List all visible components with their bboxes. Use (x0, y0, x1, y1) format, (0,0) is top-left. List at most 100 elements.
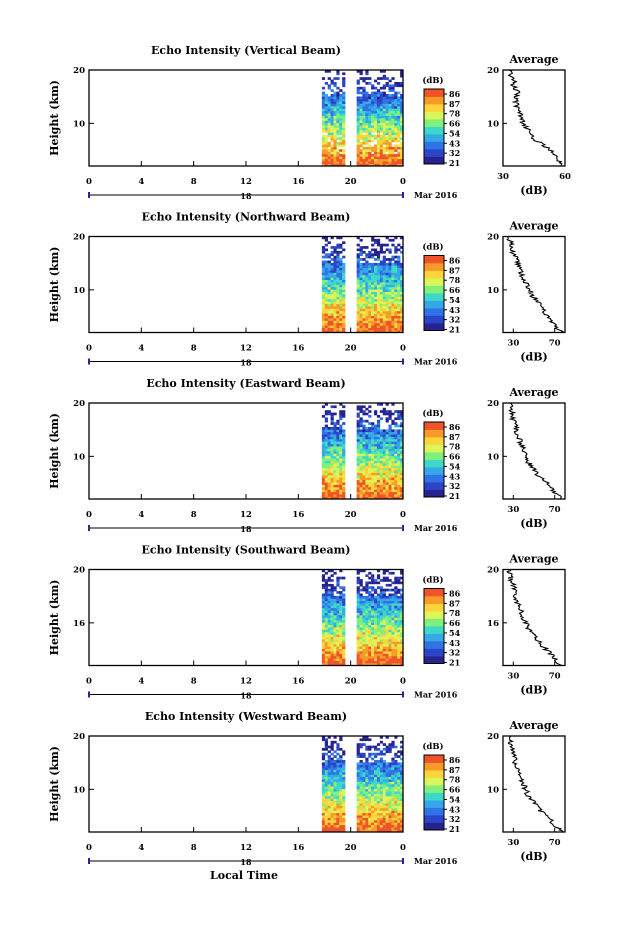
heatmap-cell (342, 98, 346, 102)
heatmap-cell (374, 429, 378, 433)
heatmap-cell (376, 243, 381, 247)
heatmap-cell (359, 569, 363, 573)
heatmap-cell (391, 130, 395, 133)
heatmap-cell (371, 772, 375, 775)
heatmap-cell (359, 296, 363, 300)
heatmap-cell (356, 296, 360, 300)
heatmap-cell (374, 238, 378, 242)
heatmap-cell (385, 431, 389, 435)
heatmap-cell (359, 615, 363, 618)
heatmap-cell (365, 429, 369, 433)
heatmap-cell (324, 624, 328, 628)
heatmap-cell (388, 267, 392, 271)
heatmap-cell (394, 579, 398, 582)
heatmap-cell (385, 144, 389, 148)
heatmap-cell (385, 607, 389, 611)
heatmap-cell (365, 622, 369, 625)
profile-x-tick-label: 30 (497, 172, 509, 182)
date-bar-day: 18 (240, 524, 252, 534)
colorbar-swatch (424, 800, 444, 808)
heatmap-cell (365, 103, 369, 107)
heatmap-cell (321, 586, 326, 589)
heatmap-cell (397, 118, 401, 121)
heatmap-cell (368, 272, 372, 276)
heatmap-cell (391, 745, 395, 749)
heatmap-cell (394, 634, 398, 637)
heatmap-cell (368, 103, 372, 107)
heatmap-cell (365, 738, 369, 742)
heatmap-cell (371, 291, 375, 295)
heatmap-cell (359, 453, 363, 457)
heatmap-cell (397, 410, 401, 413)
heatmap-cell (324, 820, 328, 823)
heatmap-cell (321, 125, 326, 128)
colorbar-swatch (424, 474, 444, 483)
heatmap-cell (394, 130, 398, 133)
heatmap-cell (327, 144, 331, 148)
heatmap-cell (336, 101, 340, 104)
heatmap-cell (397, 639, 401, 642)
heatmap-cell (339, 451, 343, 454)
heatmap-cell (374, 475, 378, 478)
heatmap-cell (400, 127, 404, 131)
heatmap-cell (327, 781, 331, 785)
heatmap-cell (356, 144, 360, 148)
heatmap-cell (362, 405, 366, 409)
heatmap-cell (376, 603, 381, 606)
heatmap-cell (394, 791, 398, 794)
heatmap-cell (394, 267, 398, 271)
heatmap-cell (330, 636, 334, 640)
heatmap-cell (385, 658, 389, 661)
heatmap-cell (321, 106, 326, 109)
heatmap-cell (376, 130, 381, 133)
heatmap-frame (88, 735, 404, 833)
heatmap-cell (333, 163, 337, 167)
colorbar-tick-label: 32 (449, 814, 460, 824)
heatmap-cell (379, 436, 384, 440)
heatmap-cell (388, 489, 392, 493)
heatmap-cell (374, 289, 378, 292)
heatmap-cell (394, 108, 398, 112)
heatmap-cell (365, 583, 369, 587)
heatmap-cell (391, 658, 395, 661)
heatmap-cell (374, 651, 378, 654)
heatmap-cell (321, 829, 326, 833)
heatmap-cell (368, 494, 372, 497)
colorbar-frame (423, 421, 445, 498)
x-tick-label: 0 (86, 843, 92, 853)
heatmap-cell (342, 484, 346, 488)
heatmap-cell (371, 255, 375, 259)
heatmap-cell (342, 439, 346, 442)
heatmap-cell (339, 496, 343, 500)
heatmap-cell (365, 98, 369, 102)
heatmap-cell (342, 405, 346, 409)
heatmap-cell (324, 745, 328, 749)
heatmap-cell (382, 762, 386, 766)
heatmap-cell (400, 250, 404, 254)
heatmap-cell (374, 448, 378, 452)
heatmap-cell (368, 593, 372, 597)
heatmap-cell (376, 163, 381, 167)
heatmap-cell (376, 156, 381, 160)
heatmap-cell (368, 822, 372, 826)
heatmap-cell (394, 629, 398, 633)
heatmap-cell (371, 472, 375, 476)
heatmap-cell (342, 479, 346, 483)
heatmap-cell (391, 607, 395, 611)
heatmap-cell (336, 603, 340, 606)
heatmap-cell (382, 460, 386, 464)
heatmap-cell (400, 431, 404, 435)
heatmap-cell (382, 267, 386, 271)
heatmap-cell (359, 127, 363, 131)
heatmap-cell (339, 260, 343, 264)
heatmap-cell (391, 496, 395, 500)
heatmap-cell (362, 643, 366, 647)
heatmap-cell (374, 101, 378, 104)
heatmap-cell (336, 286, 340, 290)
heatmap-cell (371, 484, 375, 488)
heatmap-cell (333, 815, 337, 818)
heatmap-cell (342, 296, 346, 300)
heatmap-cell (333, 146, 337, 150)
heatmap-cell (330, 154, 334, 157)
heatmap-cell (333, 108, 337, 112)
